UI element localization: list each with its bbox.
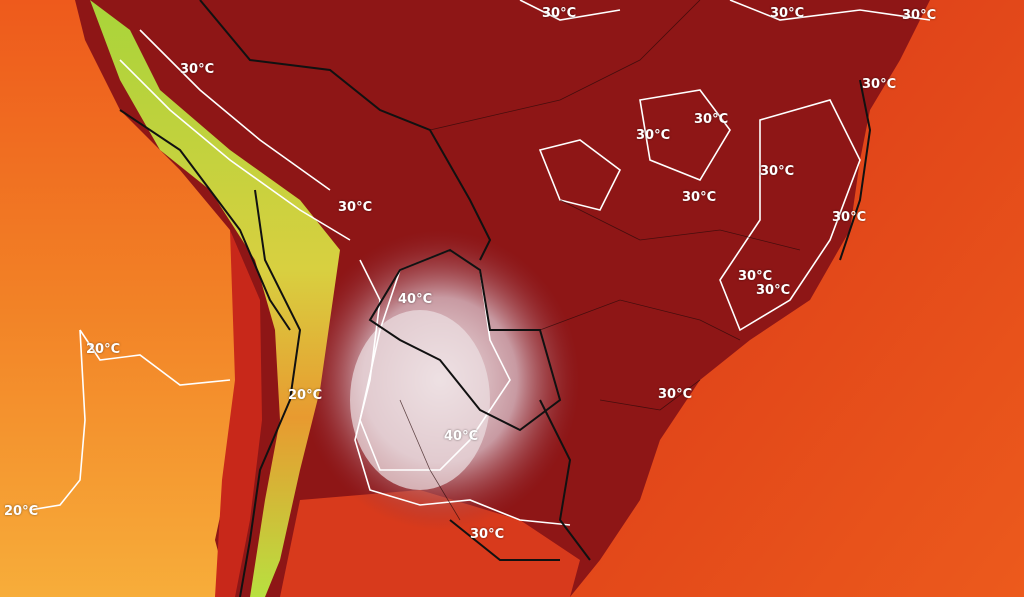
isotherm-label: 30°C xyxy=(658,387,693,402)
coastal-strip xyxy=(215,230,262,597)
isotherm-label: 30°C xyxy=(180,62,215,77)
isotherm-label: 30°C xyxy=(760,164,795,179)
isotherm-label: 30°C xyxy=(756,283,791,298)
heat-core xyxy=(350,310,490,490)
isotherm-label: 30°C xyxy=(770,6,805,21)
andes-cordillera xyxy=(90,0,340,597)
isotherm-label: 30°C xyxy=(902,8,937,23)
isotherm-label: 30°C xyxy=(694,112,729,127)
isotherm-label: 40°C xyxy=(444,429,479,444)
isotherm-label: 30°C xyxy=(470,527,505,542)
isotherm-label: 20°C xyxy=(86,342,121,357)
isotherm-label: 20°C xyxy=(4,504,39,519)
state-borders xyxy=(399,0,801,521)
isotherm-label: 40°C xyxy=(398,292,433,307)
isotherm-label: 30°C xyxy=(862,77,897,92)
southern-land-orange xyxy=(280,490,580,597)
isotherm-label: 30°C xyxy=(738,269,773,284)
isotherm-label: 30°C xyxy=(636,128,671,143)
isotherm-label: 30°C xyxy=(542,6,577,21)
isotherm-label: 20°C xyxy=(288,388,323,403)
country-borders xyxy=(119,0,872,597)
isotherm-label: 30°C xyxy=(682,190,717,205)
isotherm-label: 30°C xyxy=(832,210,867,225)
isotherm-label: 30°C xyxy=(338,200,373,215)
isotherm-lines xyxy=(29,0,931,526)
